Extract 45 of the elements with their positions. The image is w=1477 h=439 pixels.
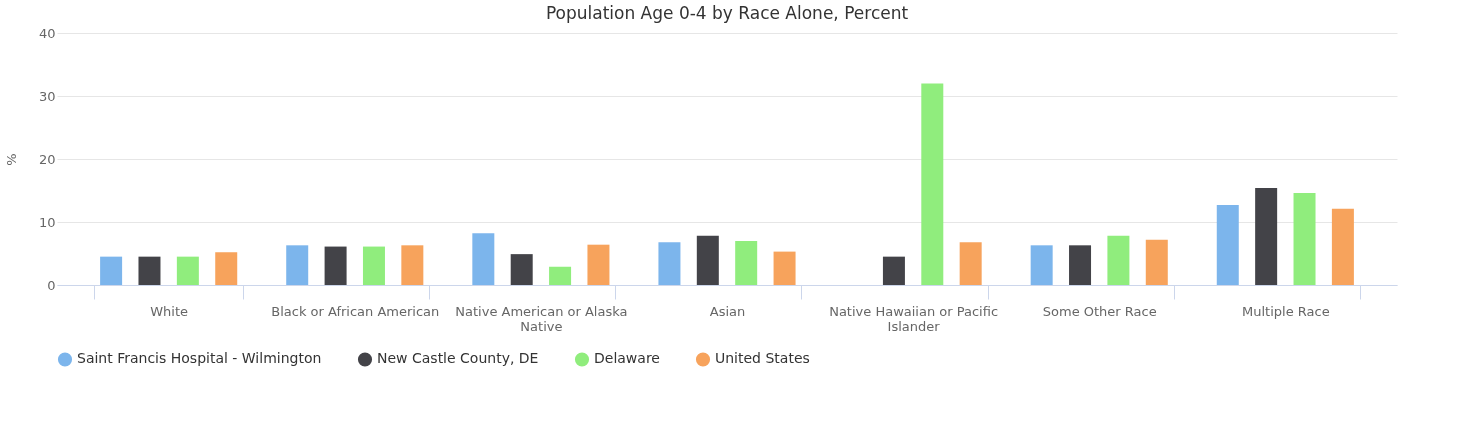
y-axis-title: % <box>3 153 19 166</box>
bar <box>1331 208 1354 285</box>
x-tick-label: Native American or Alaska Native <box>455 303 628 334</box>
x-tick-label: Native Hawaiian or Pacific Islander <box>829 303 999 334</box>
y-tick-label: 0 <box>47 277 56 293</box>
x-tick-label: Asian <box>709 303 746 319</box>
bar <box>587 244 610 285</box>
bar <box>362 246 385 285</box>
x-tick-label: Black or African American <box>271 303 440 319</box>
bar <box>658 242 681 285</box>
legend-label: New Castle County, DE <box>377 350 539 367</box>
bar <box>959 242 982 285</box>
bar <box>735 240 758 285</box>
bar <box>1069 245 1092 285</box>
bar <box>1293 193 1316 285</box>
legend-label: Delaware <box>594 350 660 367</box>
x-tick-label: White <box>150 303 189 319</box>
chart-title: Population Age 0-4 by Race Alone, Percent <box>545 3 909 23</box>
bar <box>472 233 495 285</box>
bar <box>324 246 347 285</box>
bar <box>286 245 309 285</box>
x-tick-label: Multiple Race <box>1242 303 1330 319</box>
bar <box>882 256 905 285</box>
bar <box>100 256 123 285</box>
y-tick-label: 30 <box>38 88 56 104</box>
legend-label: Saint Francis Hospital - Wilmington <box>77 350 322 367</box>
bar <box>1145 239 1168 285</box>
bar <box>696 235 719 285</box>
bar <box>215 252 238 285</box>
x-tick-label: Some Other Race <box>1042 303 1157 319</box>
bar <box>1030 245 1053 285</box>
bar <box>773 251 796 285</box>
bar <box>510 254 533 285</box>
bar <box>1107 235 1130 285</box>
bar <box>401 245 424 285</box>
bar <box>176 256 199 285</box>
bar <box>1216 204 1239 285</box>
legend-label: United States <box>715 350 810 367</box>
y-tick-label: 20 <box>38 151 56 167</box>
y-tick-label: 40 <box>38 25 56 41</box>
bar <box>1255 187 1278 285</box>
bar <box>138 256 161 285</box>
y-tick-label: 10 <box>38 214 56 230</box>
bar <box>549 266 572 285</box>
bar <box>921 83 944 285</box>
